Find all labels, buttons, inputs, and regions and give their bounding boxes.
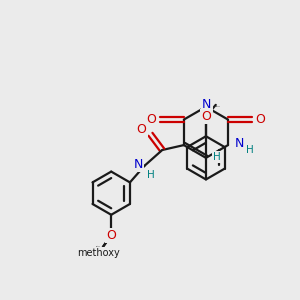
Text: N: N bbox=[134, 158, 143, 171]
Text: N: N bbox=[202, 98, 212, 111]
Text: methyl: methyl bbox=[216, 106, 221, 107]
Text: methyl: methyl bbox=[96, 246, 101, 247]
Text: O: O bbox=[256, 113, 266, 126]
Text: H: H bbox=[213, 152, 220, 162]
Text: H: H bbox=[147, 169, 154, 179]
Text: O: O bbox=[137, 123, 147, 136]
Text: O: O bbox=[201, 110, 211, 123]
Text: H: H bbox=[246, 145, 254, 155]
Text: methoxy: methoxy bbox=[77, 248, 120, 258]
Text: O: O bbox=[146, 113, 156, 126]
Text: O: O bbox=[106, 229, 116, 242]
Text: N: N bbox=[235, 136, 244, 150]
